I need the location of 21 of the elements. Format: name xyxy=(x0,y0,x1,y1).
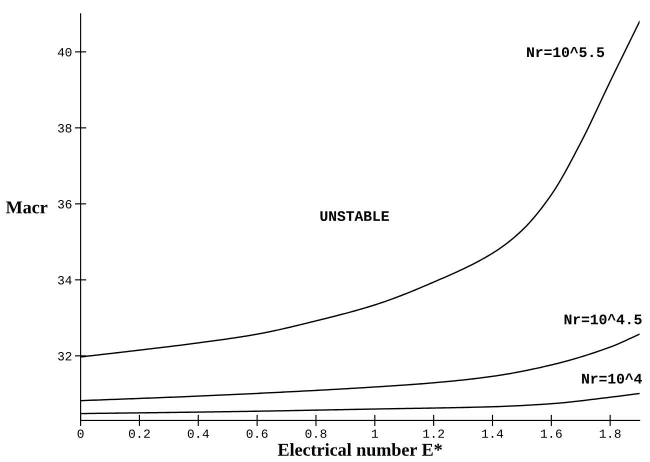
series-label: Nr=10^4 xyxy=(582,373,642,384)
x-tick-label: 1.4 xyxy=(482,430,504,438)
x-tick-label: 1.6 xyxy=(540,429,562,438)
x-tick-label: 0.6 xyxy=(246,429,268,438)
y-axis-title: Macr xyxy=(6,201,48,214)
x-tick-label: 0.2 xyxy=(128,429,150,438)
y-tick-label: 32 xyxy=(58,352,72,360)
x-tick-label: 0.4 xyxy=(188,429,209,438)
annotation: UNSTABLE xyxy=(320,211,389,222)
y-tick-label: 38 xyxy=(58,124,72,132)
y-tick-label: 40 xyxy=(58,48,72,57)
y-tick-label: 34 xyxy=(58,276,72,284)
x-tick-label: 1.8 xyxy=(600,429,621,438)
series-label: Nr=10^4.5 xyxy=(564,314,642,324)
x-tick-label: 0 xyxy=(78,429,84,438)
x-axis-title: Electrical number E* xyxy=(278,443,442,456)
series-label: Nr=10^5.5 xyxy=(527,46,604,58)
x-tick-label: 1 xyxy=(372,430,378,438)
y-tick-label: 36 xyxy=(58,200,72,208)
x-tick-label: 0.8 xyxy=(305,429,326,438)
x-tick-label: 1.2 xyxy=(423,429,444,438)
